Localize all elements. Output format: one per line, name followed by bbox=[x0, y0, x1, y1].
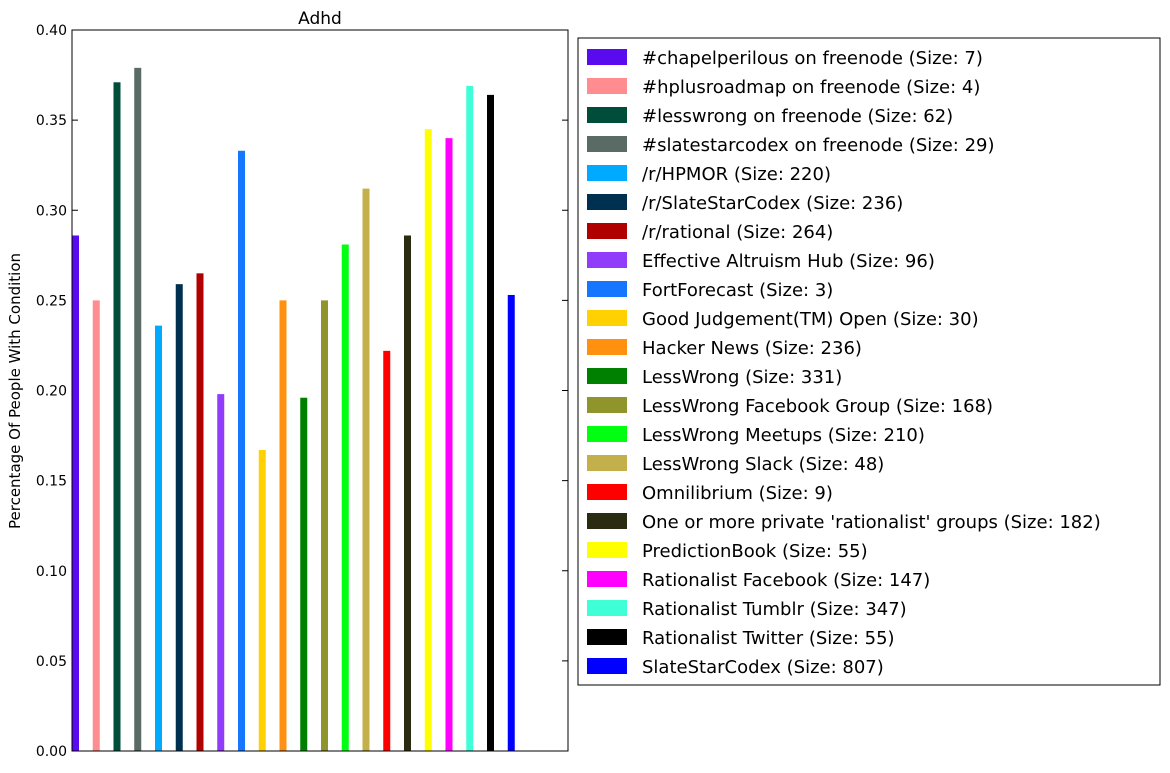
legend-label: Omnilibrium (Size: 9) bbox=[642, 483, 833, 504]
legend-swatch bbox=[587, 49, 627, 65]
legend-label: FortForecast (Size: 3) bbox=[642, 280, 833, 301]
bar bbox=[383, 350, 391, 751]
bar bbox=[134, 67, 142, 752]
bar bbox=[175, 284, 183, 751]
plot-background bbox=[72, 30, 568, 751]
legend-label: #hplusroadmap on freenode (Size: 4) bbox=[642, 77, 980, 98]
legend-label: Rationalist Twitter (Size: 55) bbox=[642, 628, 895, 649]
legend-label: LessWrong Meetups (Size: 210) bbox=[642, 425, 925, 446]
bar bbox=[300, 397, 308, 751]
legend-swatch bbox=[587, 165, 627, 181]
legend-swatch bbox=[587, 281, 627, 297]
bar bbox=[217, 394, 225, 751]
legend-label: #slatestarcodex on freenode (Size: 29) bbox=[642, 135, 995, 156]
legend-swatch bbox=[587, 600, 627, 616]
legend-frame bbox=[577, 37, 1161, 686]
legend-label: SlateStarCodex (Size: 807) bbox=[642, 657, 884, 678]
chart-title: Adhd bbox=[298, 9, 342, 29]
legend-swatch bbox=[587, 223, 627, 239]
bar bbox=[238, 150, 245, 751]
legend-swatch bbox=[587, 310, 627, 326]
bar bbox=[487, 94, 494, 751]
bar bbox=[92, 300, 100, 751]
legend-swatch bbox=[587, 107, 627, 123]
y-tick-label: 0.30 bbox=[36, 203, 67, 219]
legend-label: Good Judgement(TM) Open (Size: 30) bbox=[642, 309, 979, 330]
legend-swatch bbox=[587, 339, 627, 355]
y-tick-label: 0.10 bbox=[36, 564, 67, 580]
y-tick-label: 0.40 bbox=[36, 23, 67, 39]
legend-swatch bbox=[587, 397, 627, 413]
legend-label: Rationalist Facebook (Size: 147) bbox=[642, 570, 930, 591]
plot-frame bbox=[71, 29, 569, 752]
y-tick-label: 0.25 bbox=[36, 293, 67, 309]
bar bbox=[466, 85, 474, 751]
legend-label: /r/rational (Size: 264) bbox=[642, 222, 833, 243]
y-tick-label: 0.05 bbox=[36, 654, 67, 670]
legend-swatch bbox=[587, 455, 627, 471]
bar bbox=[404, 235, 411, 752]
legend-label: LessWrong Facebook Group (Size: 168) bbox=[642, 396, 993, 417]
y-tick-label: 0.35 bbox=[36, 113, 67, 129]
legend-label: Hacker News (Size: 236) bbox=[642, 338, 862, 359]
bars-group bbox=[72, 67, 515, 752]
bar bbox=[258, 449, 266, 751]
legend-swatch bbox=[587, 136, 627, 152]
legend-swatch bbox=[587, 484, 627, 500]
legend-swatch bbox=[587, 368, 627, 384]
legend-swatch bbox=[587, 252, 627, 268]
legend-swatch bbox=[587, 513, 627, 529]
legend-swatch bbox=[587, 426, 627, 442]
bar bbox=[341, 244, 349, 751]
legend-label: One or more private 'rationalist' groups… bbox=[642, 512, 1101, 533]
legend-label: /r/SlateStarCodex (Size: 236) bbox=[642, 193, 903, 214]
bar bbox=[196, 273, 204, 751]
legend-swatch bbox=[587, 542, 627, 558]
y-tick-label: 0.20 bbox=[36, 384, 67, 400]
bar bbox=[362, 188, 370, 751]
legend: #chapelperilous on freenode (Size: 7) #hp… bbox=[577, 37, 1161, 686]
bar bbox=[155, 325, 162, 751]
legend-label: /r/HPMOR (Size: 220) bbox=[642, 164, 831, 185]
legend-label: #chapelperilous on freenode (Size: 7) bbox=[642, 48, 983, 69]
legend-label: PredictionBook (Size: 55) bbox=[642, 541, 868, 562]
y-tick-label: 0.00 bbox=[36, 744, 67, 760]
y-axis-ticks: 0.00 0.05 0.10 0.15 0.20 0.25 0.30 0.35 0.40 bbox=[36, 23, 568, 760]
bar bbox=[279, 300, 287, 751]
legend-swatch bbox=[587, 571, 627, 587]
bar bbox=[72, 235, 79, 752]
legend-swatch bbox=[587, 78, 627, 94]
legend-swatch bbox=[587, 658, 627, 674]
bar bbox=[113, 82, 121, 751]
legend-label: LessWrong Slack (Size: 48) bbox=[642, 454, 884, 475]
legend-swatch bbox=[587, 629, 627, 645]
legend-label: LessWrong (Size: 331) bbox=[642, 367, 842, 388]
legend-label: #lesswrong on freenode (Size: 62) bbox=[642, 106, 953, 127]
bar bbox=[445, 138, 453, 751]
y-tick-label: 0.15 bbox=[36, 474, 67, 490]
legend-swatch bbox=[587, 194, 627, 210]
bar bbox=[321, 300, 328, 751]
y-axis-label: Percentage Of People With Condition bbox=[6, 253, 24, 529]
legend-label: Rationalist Tumblr (Size: 347) bbox=[642, 599, 907, 620]
bar bbox=[507, 294, 515, 751]
bar bbox=[424, 129, 432, 751]
legend-label: Effective Altruism Hub (Size: 96) bbox=[642, 251, 935, 272]
